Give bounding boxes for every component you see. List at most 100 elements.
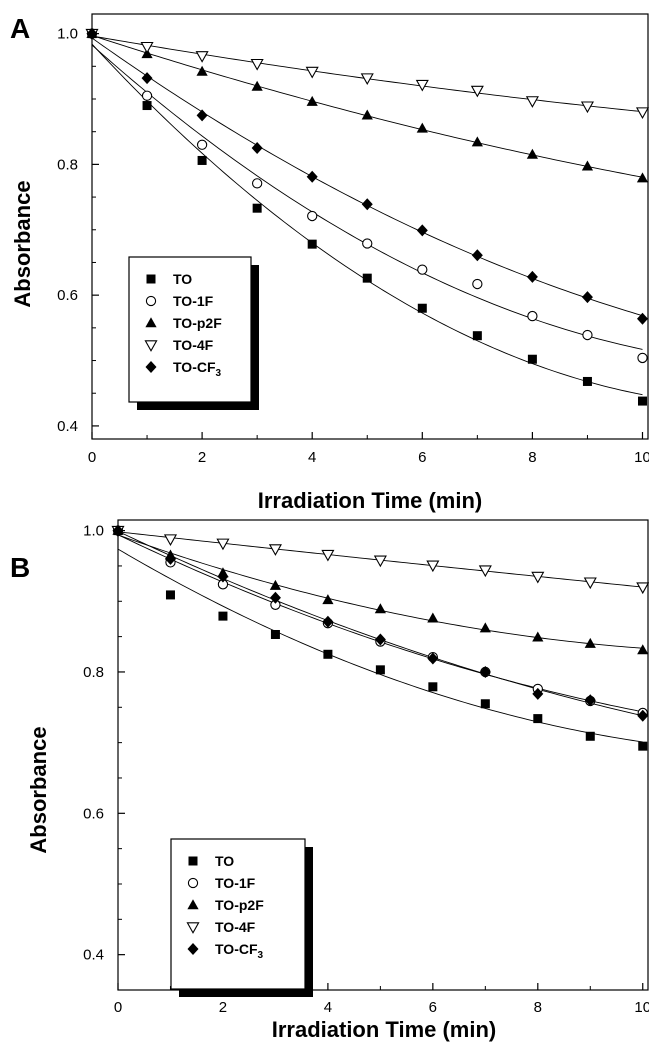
legend-marker: [187, 943, 199, 955]
legend-label: TO: [173, 271, 192, 287]
data-point: [417, 303, 427, 313]
data-point: [427, 612, 439, 623]
data-point: [478, 565, 492, 578]
data-point: [218, 611, 228, 621]
data-point: [165, 590, 175, 600]
legend-marker: [187, 899, 199, 910]
fit-curve: [117, 534, 643, 649]
tick-layer: 0 2 4 6 8 10 0.4 0.6 0.8 1.0: [83, 523, 649, 1016]
data-point: [196, 139, 208, 150]
legend-marker: [145, 361, 157, 373]
x-tick-label: 2: [198, 449, 206, 466]
data-points: [85, 27, 649, 406]
legend-label: TO-p2F: [215, 897, 264, 913]
x-tick-label: 4: [308, 449, 316, 466]
legend-label: TO-1F: [215, 875, 256, 891]
data-point: [636, 582, 649, 595]
data-point: [427, 652, 439, 665]
data-point: [531, 571, 545, 584]
legend-marker: [186, 922, 200, 934]
legend-label: TO-CF3: [173, 359, 222, 379]
data-point: [527, 310, 538, 322]
x-tick-label: 2: [219, 999, 227, 1016]
legend-label: TO-1F: [173, 293, 214, 309]
legend-label: TO-CF3: [215, 941, 264, 961]
data-point: [270, 629, 280, 639]
data-point: [362, 273, 372, 283]
panel-letter-b: B: [10, 552, 30, 583]
legend-label: TO: [215, 853, 234, 869]
data-point: [417, 264, 428, 275]
data-point: [583, 577, 597, 590]
x-axis-title: Irradiation Time (min): [272, 1017, 497, 1042]
data-point: [471, 249, 483, 262]
data-point: [197, 155, 207, 165]
data-point: [252, 203, 262, 213]
x-tick-label: 8: [528, 449, 536, 466]
data-point: [217, 570, 229, 583]
data-point: [306, 95, 318, 106]
data-point: [581, 291, 593, 304]
data-point: [428, 682, 438, 692]
x-tick-label: 4: [324, 999, 332, 1016]
data-point: [470, 85, 484, 98]
data-point: [532, 631, 544, 642]
data-point: [637, 352, 648, 364]
data-point: [306, 170, 318, 183]
data-point: [637, 396, 647, 406]
data-point: [362, 238, 373, 249]
y-tick-label: 0.6: [83, 805, 104, 822]
data-point: [251, 80, 263, 91]
data-point: [580, 101, 594, 114]
data-point: [581, 160, 594, 171]
legend: TO TO-1F TO-p2F TO-4F TO-CF3: [128, 256, 259, 410]
data-point: [637, 709, 649, 722]
data-point: [637, 644, 649, 655]
data-point: [638, 741, 648, 751]
y-axis-title: Absorbance: [26, 726, 51, 853]
data-point: [361, 198, 373, 211]
data-point: [416, 224, 428, 237]
data-point: [361, 109, 373, 120]
fit-curve: [91, 35, 643, 178]
data-point: [472, 278, 483, 290]
data-point: [322, 615, 334, 628]
legend-marker: [188, 856, 198, 866]
data-point: [307, 239, 317, 249]
data-point: [307, 210, 318, 222]
legend-marker: [146, 274, 156, 284]
data-point: [636, 172, 649, 183]
data-points: [111, 524, 649, 751]
y-tick-label: 1.0: [57, 26, 78, 43]
data-point: [375, 665, 385, 675]
legend-label: TO-p2F: [173, 315, 222, 331]
data-point: [635, 107, 649, 120]
legend-marker: [144, 340, 158, 352]
data-point: [322, 594, 334, 605]
data-point: [374, 603, 386, 614]
data-point: [305, 66, 319, 79]
data-point: [251, 142, 263, 155]
data-point: [140, 41, 154, 54]
data-point: [323, 649, 333, 659]
legend-marker: [187, 877, 199, 889]
data-point: [373, 555, 387, 568]
data-point: [415, 79, 429, 92]
data-point: [533, 714, 543, 724]
plot-frame: [117, 519, 649, 991]
data-point: [479, 665, 491, 678]
data-point: [532, 687, 544, 700]
data-point: [479, 622, 491, 633]
y-tick-label: 0.8: [83, 664, 104, 681]
data-point: [251, 178, 263, 189]
x-tick-label: 0: [88, 449, 96, 466]
legend-marker: [145, 295, 157, 307]
data-point: [269, 591, 281, 604]
data-point: [585, 731, 595, 741]
legend-label: TO-4F: [173, 337, 214, 353]
y-tick-label: 0.4: [83, 947, 104, 964]
x-tick-label: 10: [634, 449, 649, 466]
data-point: [636, 312, 648, 325]
panel-letter-a: A: [10, 13, 30, 44]
